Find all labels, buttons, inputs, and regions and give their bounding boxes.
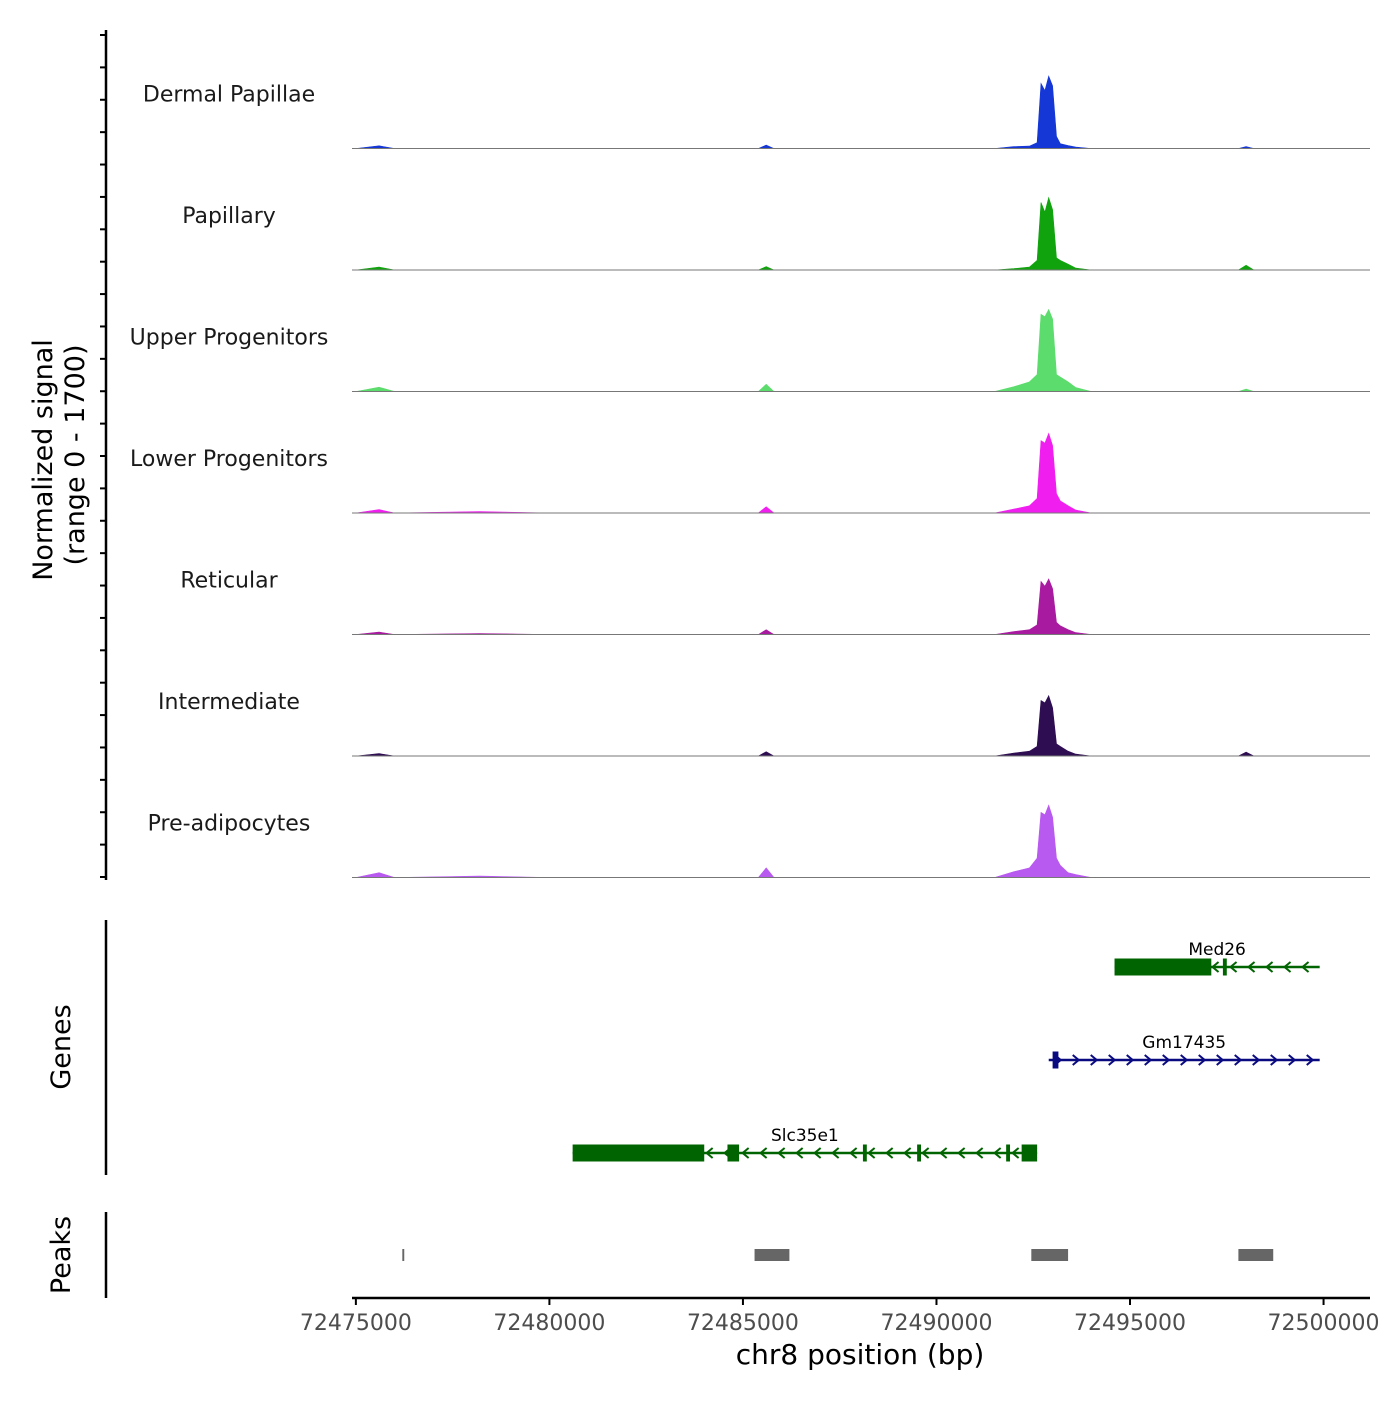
track-pre-adipocytes: Pre-adipocytes — [148, 804, 1370, 878]
x-tick-label: 72475000 — [300, 1311, 412, 1336]
track-label: Upper Progenitors — [130, 326, 329, 351]
peak-region — [402, 1249, 405, 1261]
track-label: Papillary — [182, 204, 276, 229]
peaks-panel-label: Peaks — [46, 1216, 77, 1294]
strand-chevron — [1264, 961, 1274, 973]
strand-chevron — [1144, 1054, 1153, 1066]
peak-region — [754, 1249, 790, 1261]
x-tick-label: 72480000 — [493, 1311, 605, 1336]
signal-area — [355, 694, 1363, 757]
strand-chevron — [1282, 961, 1292, 973]
x-tick-label: 72495000 — [1074, 1311, 1186, 1336]
strand-chevron — [831, 1147, 840, 1159]
x-axis-ticks: 72475000 72480000 72485000 72490000 72495000… — [300, 1298, 1380, 1336]
strand-chevron — [1306, 1054, 1315, 1066]
strand-chevron — [957, 1147, 966, 1159]
gene-label: Med26 — [1188, 940, 1246, 960]
track-upper-progenitors: Upper Progenitors — [130, 308, 1370, 392]
genes-panel-label: Genes — [46, 1004, 77, 1089]
gene-label: Slc35e1 — [771, 1126, 839, 1146]
strand-chevron — [939, 1147, 948, 1159]
strand-chevron — [1011, 1147, 1020, 1159]
strand-chevron — [921, 1147, 930, 1159]
track-dermal-papillae: Dermal Papillae — [143, 75, 1370, 149]
strand-chevron — [903, 1147, 912, 1159]
signal-y-ticks — [100, 34, 106, 878]
strand-chevron — [1300, 961, 1310, 973]
gene-slc35e1: Slc35e1 — [572, 1126, 1038, 1162]
gene-exon — [917, 1144, 921, 1162]
gene-med26: Med26 — [1114, 940, 1320, 976]
track-lower-progenitors: Lower Progenitors — [130, 432, 1370, 514]
strand-chevron — [1228, 961, 1238, 973]
signal-area — [355, 804, 1363, 878]
strand-chevron — [1270, 1054, 1279, 1066]
strand-chevron — [1252, 1054, 1261, 1066]
peak-regions — [402, 1249, 1274, 1261]
strand-chevron — [1180, 1054, 1189, 1066]
gene-exon — [1021, 1144, 1038, 1162]
gene-exon — [862, 1144, 867, 1162]
strand-chevron — [1198, 1054, 1207, 1066]
gene-annotations: Med26 Gm17435 Slc35e1 — [572, 940, 1320, 1162]
track-label: Intermediate — [158, 690, 300, 715]
strand-chevron — [1108, 1054, 1117, 1066]
x-tick-label: 72500000 — [1268, 1311, 1380, 1336]
strand-chevron — [1126, 1054, 1135, 1066]
signal-y-axis — [100, 30, 108, 880]
x-axis-label: chr8 position (bp) — [736, 1338, 985, 1371]
track-label: Pre-adipocytes — [148, 812, 311, 837]
x-tick-label: 72485000 — [687, 1311, 799, 1336]
track-intermediate: Intermediate — [158, 690, 1370, 757]
signal-tracks: Dermal Papillae Papillary Upper Progenitor… — [130, 75, 1370, 878]
signal-area — [355, 196, 1363, 271]
strand-chevron — [975, 1147, 984, 1159]
gene-exon — [1006, 1144, 1011, 1162]
gene-gm17435: Gm17435 — [1048, 1033, 1320, 1069]
gene-exon — [572, 1144, 705, 1162]
strand-chevron — [1090, 1054, 1099, 1066]
track-reticular: Reticular — [180, 569, 1370, 635]
strand-chevron — [1216, 1054, 1225, 1066]
strand-chevron — [867, 1147, 876, 1159]
strand-chevron — [759, 1147, 768, 1159]
signal-area — [355, 308, 1363, 392]
y-axis-label-line1: Normalized signal — [28, 339, 59, 581]
strand-chevron — [741, 1147, 750, 1159]
strand-chevron — [1162, 1054, 1171, 1066]
strand-chevron — [777, 1147, 786, 1159]
strand-chevron — [1072, 1054, 1081, 1066]
gene-exon — [1052, 1051, 1059, 1069]
gene-label: Gm17435 — [1142, 1033, 1226, 1053]
strand-chevron — [849, 1147, 858, 1159]
strand-chevron — [1288, 1054, 1297, 1066]
track-label: Dermal Papillae — [143, 83, 315, 108]
strand-chevron — [813, 1147, 822, 1159]
strand-chevron — [993, 1147, 1002, 1159]
strand-chevron — [1246, 961, 1256, 973]
signal-area — [355, 432, 1363, 514]
y-axis-label-line2: (range 0 - 1700) — [60, 345, 91, 566]
track-label: Reticular — [180, 569, 278, 594]
peak-region — [1031, 1249, 1069, 1261]
strand-chevron — [705, 1147, 714, 1159]
signal-area — [355, 75, 1363, 149]
track-label: Lower Progenitors — [130, 447, 328, 472]
peak-region — [1238, 1249, 1274, 1261]
gene-exon — [727, 1144, 740, 1162]
x-tick-label: 72490000 — [880, 1311, 992, 1336]
strand-chevron — [885, 1147, 894, 1159]
strand-chevron — [795, 1147, 804, 1159]
strand-chevron — [1210, 961, 1220, 973]
gene-exon — [1222, 958, 1227, 976]
signal-area — [355, 578, 1363, 635]
gene-exon — [1114, 958, 1212, 976]
track-papillary: Papillary — [182, 196, 1370, 271]
strand-chevron — [1234, 1054, 1243, 1066]
